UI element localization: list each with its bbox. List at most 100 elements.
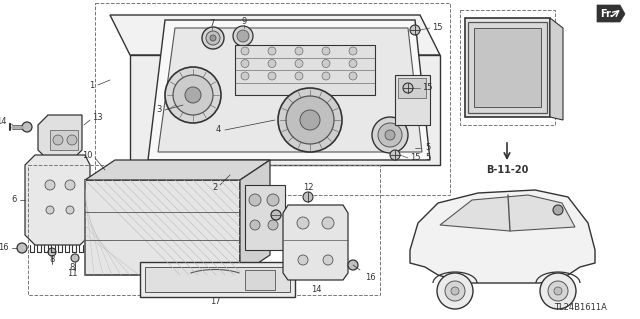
Text: Fr.: Fr.	[600, 9, 614, 19]
Text: 15: 15	[410, 153, 420, 162]
Circle shape	[295, 47, 303, 55]
Polygon shape	[468, 22, 547, 113]
Bar	[395, 75, 430, 125]
Circle shape	[323, 255, 333, 265]
Circle shape	[66, 206, 74, 214]
Circle shape	[322, 72, 330, 80]
Text: 1: 1	[89, 80, 94, 90]
Circle shape	[206, 31, 220, 45]
Bar	[460, 10, 555, 125]
Text: 11: 11	[67, 269, 77, 278]
Bar	[474, 28, 541, 107]
Polygon shape	[240, 160, 270, 275]
Text: 9: 9	[241, 18, 246, 26]
Circle shape	[237, 30, 249, 42]
Circle shape	[165, 67, 221, 123]
Circle shape	[451, 287, 459, 295]
Circle shape	[45, 180, 55, 190]
Circle shape	[403, 83, 413, 93]
Polygon shape	[25, 155, 90, 245]
Circle shape	[53, 135, 63, 145]
Circle shape	[268, 220, 278, 230]
Bar	[245, 270, 275, 290]
Circle shape	[349, 47, 357, 55]
Circle shape	[295, 60, 303, 68]
Circle shape	[286, 96, 334, 144]
Text: 4: 4	[216, 125, 221, 135]
Circle shape	[322, 60, 330, 68]
Circle shape	[372, 117, 408, 153]
Bar	[140, 262, 295, 297]
Circle shape	[268, 72, 276, 80]
Text: 14: 14	[0, 116, 7, 125]
Polygon shape	[283, 205, 348, 280]
Circle shape	[553, 205, 563, 215]
Text: 10: 10	[83, 152, 93, 160]
Text: 6: 6	[12, 196, 17, 204]
Polygon shape	[158, 28, 422, 152]
Circle shape	[295, 72, 303, 80]
Text: 3: 3	[157, 106, 162, 115]
Circle shape	[173, 75, 213, 115]
Circle shape	[297, 217, 309, 229]
Circle shape	[267, 194, 279, 206]
Polygon shape	[148, 20, 430, 160]
Circle shape	[268, 60, 276, 68]
Circle shape	[22, 122, 32, 132]
Circle shape	[202, 27, 224, 49]
Circle shape	[210, 35, 216, 41]
Circle shape	[554, 287, 562, 295]
Circle shape	[249, 194, 261, 206]
Circle shape	[322, 217, 334, 229]
Polygon shape	[85, 160, 270, 180]
Circle shape	[71, 254, 79, 262]
Bar	[85, 180, 240, 275]
Circle shape	[241, 47, 249, 55]
Circle shape	[349, 60, 357, 68]
Circle shape	[437, 273, 473, 309]
Bar	[235, 45, 375, 95]
Circle shape	[303, 192, 313, 202]
Circle shape	[410, 25, 420, 35]
Circle shape	[271, 210, 281, 220]
Text: 7: 7	[209, 19, 214, 28]
Circle shape	[46, 206, 54, 214]
Circle shape	[185, 87, 201, 103]
Text: 5: 5	[425, 153, 430, 162]
Text: 5: 5	[425, 144, 430, 152]
Polygon shape	[597, 5, 625, 22]
Circle shape	[268, 47, 276, 55]
Text: 2: 2	[212, 183, 218, 192]
Circle shape	[278, 88, 342, 152]
Text: 8: 8	[49, 256, 54, 264]
Circle shape	[233, 26, 253, 46]
Circle shape	[67, 135, 77, 145]
Bar	[398, 78, 426, 98]
Bar	[245, 185, 285, 250]
Bar	[50, 130, 78, 150]
Circle shape	[445, 281, 465, 301]
Polygon shape	[465, 18, 550, 117]
Circle shape	[378, 123, 402, 147]
Circle shape	[48, 248, 56, 256]
Circle shape	[548, 281, 568, 301]
Text: 16: 16	[365, 272, 376, 281]
Polygon shape	[550, 18, 563, 120]
Text: 14: 14	[311, 286, 321, 294]
Text: 15: 15	[422, 84, 433, 93]
Polygon shape	[440, 195, 575, 231]
Circle shape	[17, 243, 27, 253]
Text: 12: 12	[303, 182, 313, 191]
Bar	[145, 267, 290, 292]
Circle shape	[241, 60, 249, 68]
Circle shape	[385, 130, 395, 140]
Text: 8: 8	[69, 263, 75, 271]
Circle shape	[348, 260, 358, 270]
Circle shape	[390, 150, 400, 160]
Circle shape	[298, 255, 308, 265]
Text: TL24B1611A: TL24B1611A	[554, 303, 607, 313]
Polygon shape	[38, 115, 82, 160]
Circle shape	[322, 47, 330, 55]
Polygon shape	[110, 15, 440, 55]
Text: 16: 16	[0, 243, 9, 253]
